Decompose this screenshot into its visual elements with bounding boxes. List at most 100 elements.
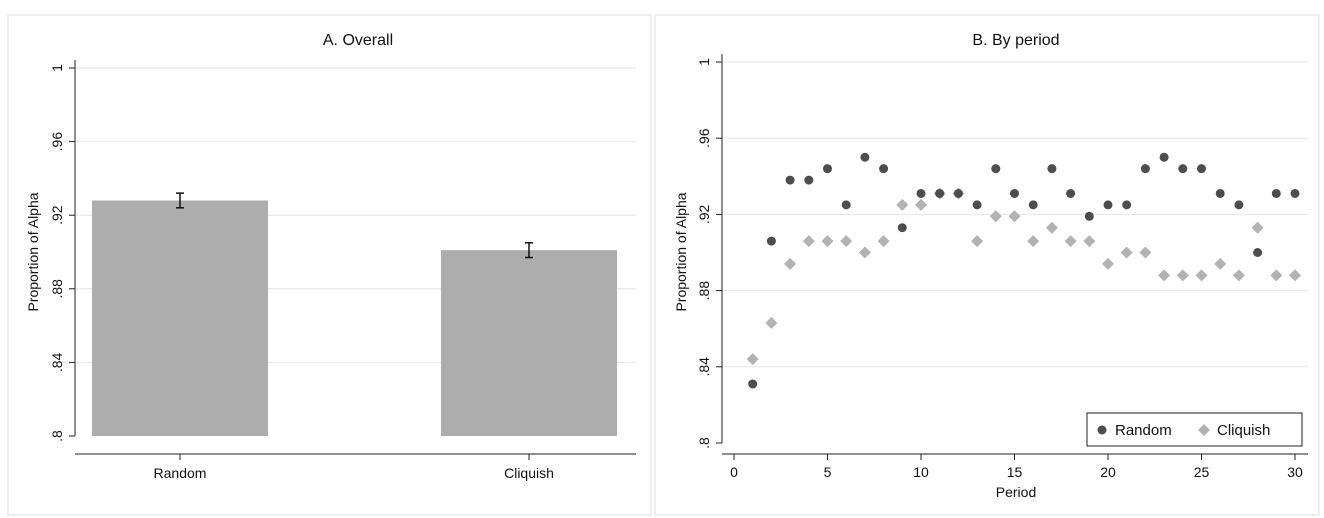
point-random bbox=[1290, 188, 1300, 198]
point-random bbox=[935, 188, 945, 198]
point-cliquish bbox=[1139, 246, 1152, 259]
legend-cliquish-marker bbox=[1198, 424, 1210, 436]
panel-a-x-ticks: Random Cliquish bbox=[154, 454, 554, 481]
panel-a-y-tick-label: .8 bbox=[49, 430, 65, 442]
bar-random bbox=[92, 200, 268, 436]
point-random bbox=[1197, 164, 1206, 174]
point-cliquish bbox=[1289, 269, 1301, 282]
panel-b-x-tick-label: 25 bbox=[1194, 464, 1210, 480]
panel-a-y-tick-label: .96 bbox=[49, 132, 65, 152]
point-random bbox=[1215, 188, 1225, 198]
legend-cliquish-label: Cliquish bbox=[1217, 422, 1270, 439]
point-random bbox=[860, 152, 870, 162]
panel-b-x-axis-label: Period bbox=[996, 484, 1036, 500]
point-cliquish bbox=[1251, 221, 1264, 234]
panel-b-points bbox=[746, 152, 1301, 389]
point-cliquish bbox=[971, 235, 984, 248]
point-random bbox=[1159, 152, 1169, 162]
panel-a-y-tick-label: .92 bbox=[49, 205, 65, 225]
panel-b-y-tick-label: .96 bbox=[696, 128, 712, 148]
point-random bbox=[748, 379, 758, 389]
point-random bbox=[823, 164, 832, 174]
panel-a-y-tick-label: .88 bbox=[49, 279, 65, 299]
point-cliquish bbox=[1045, 221, 1058, 234]
panel-a-bars bbox=[92, 200, 617, 436]
legend-random-label: Random bbox=[1115, 422, 1172, 439]
panel-a-title: A. Overall bbox=[323, 32, 393, 49]
panel-b-y-ticks: .8 .84 .88 .92 .96 1 bbox=[696, 58, 722, 449]
point-random bbox=[879, 164, 889, 174]
point-cliquish bbox=[840, 235, 853, 248]
panel-b-y-axis-label: Proportion of Alpha bbox=[673, 192, 689, 311]
point-cliquish bbox=[802, 235, 815, 248]
point-random bbox=[1178, 164, 1188, 174]
panel-b-y-tick-label: 1 bbox=[696, 58, 712, 66]
panel-b-y-tick-label: .84 bbox=[696, 357, 712, 377]
legend-box bbox=[1086, 412, 1303, 447]
panel-b-y-tick-label: .8 bbox=[696, 437, 712, 449]
panel-b-gridlines bbox=[722, 61, 1308, 368]
panel-a-x-tick-label-random: Random bbox=[154, 465, 207, 481]
point-random bbox=[1253, 248, 1263, 257]
panel-a-overall: A. Overall Proportion of Alpha .8 .84 .88.… bbox=[7, 14, 652, 516]
point-cliquish bbox=[746, 353, 759, 366]
point-cliquish bbox=[1270, 269, 1283, 282]
point-random bbox=[1066, 188, 1076, 198]
panel-a-x-tick-label-cliquish: Cliquish bbox=[504, 465, 554, 481]
point-random bbox=[841, 200, 851, 210]
point-random bbox=[1084, 211, 1094, 221]
point-cliquish bbox=[915, 198, 927, 211]
panel-a-y-axis-label: Proportion of Alpha bbox=[25, 192, 41, 311]
point-random bbox=[953, 188, 963, 198]
point-cliquish bbox=[1232, 269, 1245, 282]
point-cliquish bbox=[1027, 235, 1040, 248]
panel-b-by-period: B. By period Proportion of Alpha Period … bbox=[654, 14, 1320, 516]
point-cliquish bbox=[989, 210, 1002, 223]
point-cliquish bbox=[765, 316, 778, 329]
point-cliquish bbox=[877, 235, 890, 248]
point-cliquish bbox=[1008, 210, 1021, 223]
point-cliquish bbox=[1083, 235, 1096, 248]
panel-a-error-bars bbox=[176, 192, 533, 259]
point-random bbox=[1028, 200, 1038, 210]
point-cliquish bbox=[1064, 235, 1077, 248]
point-cliquish bbox=[1120, 246, 1133, 259]
point-cliquish bbox=[784, 257, 797, 270]
point-cliquish bbox=[1158, 269, 1171, 282]
point-random bbox=[1047, 164, 1057, 174]
point-random bbox=[897, 223, 907, 233]
bar-cliquish bbox=[441, 250, 617, 436]
panel-b-x-tick-label: 15 bbox=[1007, 464, 1023, 480]
point-cliquish bbox=[858, 246, 871, 259]
panel-b-y-tick-label: .92 bbox=[696, 204, 712, 224]
point-cliquish bbox=[1195, 269, 1208, 282]
point-cliquish bbox=[821, 235, 834, 248]
panel-a-axes bbox=[74, 60, 636, 455]
point-random bbox=[972, 200, 982, 210]
panel-b-x-tick-label: 30 bbox=[1287, 464, 1303, 480]
point-cliquish bbox=[1102, 257, 1114, 270]
point-random bbox=[1234, 200, 1244, 210]
point-cliquish bbox=[1214, 257, 1227, 270]
panel-b-x-tick-label: 0 bbox=[730, 464, 738, 480]
point-random bbox=[785, 175, 795, 185]
point-random bbox=[1010, 188, 1019, 198]
panel-b-x-tick-label: 20 bbox=[1100, 464, 1116, 480]
panel-b-legend: Random Cliquish bbox=[1086, 412, 1303, 447]
panel-a-y-ticks: .8 .84 .88 .92 .96 1 bbox=[49, 64, 75, 442]
legend-random-marker bbox=[1097, 425, 1107, 435]
panel-b-x-tick-label: 10 bbox=[913, 464, 929, 480]
panel-b-y-tick-label: .88 bbox=[696, 281, 712, 301]
panel-b-x-ticks: 0 5 10 15 20 25 30 bbox=[730, 454, 1303, 480]
point-random bbox=[1122, 200, 1132, 210]
point-random bbox=[1140, 164, 1150, 174]
point-random bbox=[916, 188, 926, 198]
point-random bbox=[804, 175, 814, 185]
point-random bbox=[1103, 200, 1113, 210]
panel-b-x-tick-label: 5 bbox=[824, 464, 832, 480]
panel-b-title: B. By period bbox=[972, 32, 1059, 49]
panel-a-y-tick-label: .84 bbox=[49, 352, 65, 372]
point-random bbox=[1271, 188, 1281, 198]
point-cliquish bbox=[1176, 269, 1189, 282]
